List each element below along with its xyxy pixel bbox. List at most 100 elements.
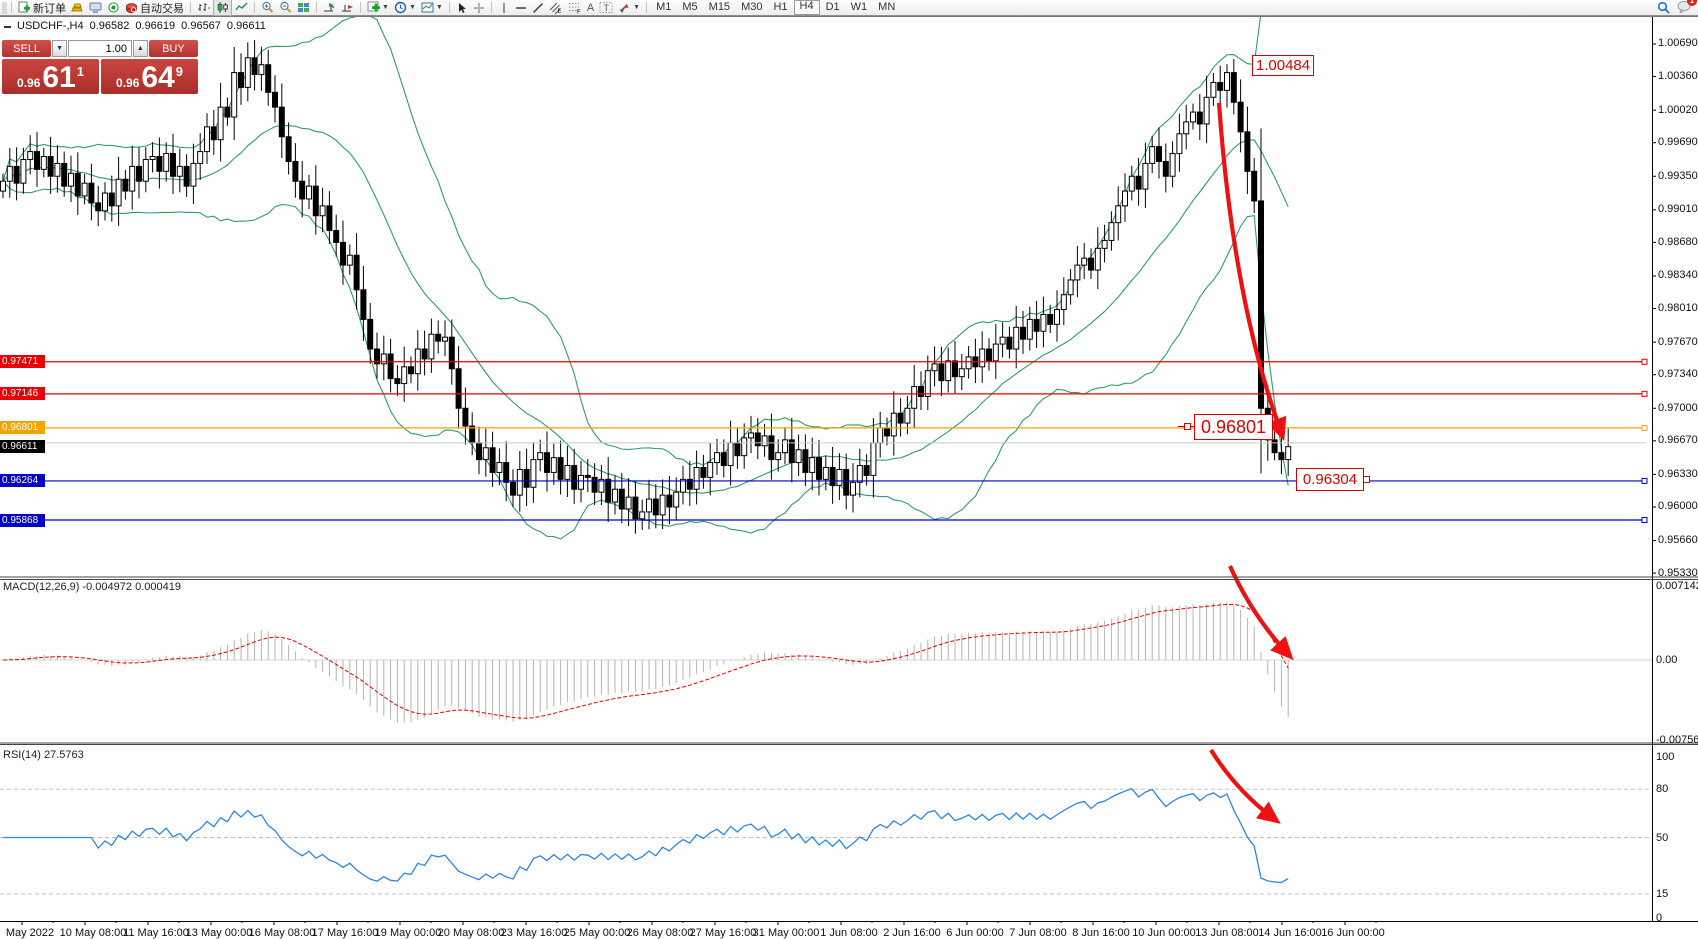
- price-tick-label: 1.00360: [1658, 70, 1698, 83]
- candlestick-icon: [217, 2, 228, 13]
- rsi-axis-label: 0: [1656, 912, 1663, 924]
- price-tag: 0.97146: [0, 387, 45, 401]
- rsi-label: RSI(14) 27.5763: [3, 749, 84, 761]
- price-tag: 0.95868: [0, 513, 45, 527]
- cursor-button[interactable]: [454, 0, 470, 15]
- rsi-axis-label: 15: [1656, 887, 1669, 900]
- high-value: 0.96619: [135, 20, 176, 32]
- text-button[interactable]: A: [585, 0, 596, 15]
- open-value: 0.96582: [89, 20, 130, 32]
- time-label: 23 May 16:00: [500, 927, 568, 939]
- autotrading-button[interactable]: 自动交易: [123, 0, 186, 15]
- sell-price-big: 61: [42, 61, 76, 94]
- candlestick-button[interactable]: [213, 0, 232, 16]
- new-order-button[interactable]: 新订单: [16, 0, 68, 15]
- crosshair-button[interactable]: [471, 0, 487, 15]
- indicators-dropdown-caret[interactable]: ▼: [382, 4, 389, 11]
- time-label: 8 Jun 16:00: [1072, 927, 1130, 939]
- terminal-icon: [89, 2, 102, 13]
- arrows-dropdown-caret[interactable]: ▼: [633, 4, 641, 11]
- text-label-icon: T: [599, 2, 613, 13]
- price-annotation[interactable]: 0.96304: [1296, 468, 1364, 491]
- tab-h4[interactable]: H4: [793, 0, 820, 15]
- price-tag: 0.96611: [0, 440, 45, 454]
- arrows-button[interactable]: ▼: [616, 0, 642, 15]
- tile-windows-icon: [298, 3, 309, 12]
- indicators-button[interactable]: ▼: [365, 0, 391, 15]
- sell-quote[interactable]: 0.96 61 1: [2, 59, 99, 94]
- tab-m1[interactable]: M1: [656, 1, 672, 13]
- text-icon: A: [586, 1, 595, 14]
- tab-d1[interactable]: D1: [825, 1, 840, 13]
- tab-m15[interactable]: M15: [708, 1, 731, 13]
- sell-button[interactable]: SELL: [2, 40, 52, 57]
- rsi-axis-label: 50: [1656, 831, 1669, 844]
- zoom-in-button[interactable]: [259, 0, 276, 15]
- text-label-button[interactable]: T: [597, 0, 615, 15]
- buy-quote[interactable]: 0.96 64 9: [101, 59, 198, 94]
- volume-increase-button[interactable]: ▲: [133, 40, 148, 57]
- chart-ohlc-header: USDCHF-,H4 0.96582 0.96619 0.96567 0.966…: [4, 20, 266, 32]
- price-tag: 0.96264: [0, 474, 45, 488]
- tab-h1[interactable]: H1: [773, 1, 788, 13]
- annotation-anchor[interactable]: [1184, 423, 1191, 430]
- chart-shift-icon: [342, 5, 353, 12]
- time-label: 20 May 08:00: [437, 927, 505, 939]
- one-click-trading-panel: SELL ▼ ▲ BUY 0.96 61 1 0.96 64 9: [2, 40, 198, 94]
- tile-windows-button[interactable]: [295, 0, 312, 15]
- rsi-panel: [0, 787, 1652, 895]
- market-button[interactable]: [69, 0, 86, 15]
- auto-scroll-button[interactable]: [321, 0, 338, 15]
- vertical-line-button[interactable]: [496, 0, 512, 15]
- chart-shift-button[interactable]: [339, 0, 356, 15]
- price-tick-label: 0.96670: [1658, 434, 1698, 447]
- volume-decrease-button[interactable]: ▼: [52, 40, 67, 57]
- price-tick-label: 0.99690: [1658, 136, 1698, 149]
- templates-dropdown-caret[interactable]: ▼: [435, 4, 443, 11]
- autotrading-icon: [126, 3, 137, 14]
- trendline-icon: [532, 2, 543, 13]
- horizontal-line-button[interactable]: [513, 0, 529, 15]
- tab-m5[interactable]: M5: [682, 1, 698, 13]
- signals-button[interactable]: [105, 0, 122, 15]
- toolbar-separator: [11, 2, 12, 13]
- search-icon[interactable]: [1657, 1, 1671, 15]
- periods-dropdown-caret[interactable]: ▼: [408, 4, 416, 11]
- channel-icon: E: [549, 2, 561, 14]
- volume-input[interactable]: [68, 40, 132, 57]
- price-tick-label: 0.95660: [1658, 534, 1698, 547]
- tab-mn[interactable]: MN: [878, 1, 896, 13]
- zoom-out-button[interactable]: [277, 0, 294, 15]
- tab-m30[interactable]: M30: [741, 1, 763, 13]
- tab-w1[interactable]: W1: [850, 1, 868, 13]
- price-annotation[interactable]: 1.00484: [1252, 55, 1314, 76]
- notifications-button[interactable]: 1: [1677, 0, 1697, 16]
- line-chart-button[interactable]: [233, 0, 250, 15]
- price-annotation[interactable]: 0.96801: [1194, 414, 1273, 440]
- templates-button[interactable]: ▼: [419, 0, 445, 15]
- gold-bars-icon: [71, 3, 83, 12]
- terminal-button[interactable]: [87, 0, 104, 15]
- periods-button[interactable]: ▼: [392, 0, 418, 15]
- price-tick-label: 0.97000: [1658, 401, 1698, 414]
- bar-chart-button[interactable]: [195, 0, 212, 15]
- annotation-anchor[interactable]: [1363, 475, 1370, 483]
- symbol-marker-icon: [4, 26, 11, 28]
- horizontal-line-objects[interactable]: [0, 358, 1648, 524]
- buy-button[interactable]: BUY: [148, 40, 198, 57]
- new-order-label: 新订单: [33, 2, 66, 15]
- trendline-button[interactable]: [530, 0, 546, 15]
- fibonacci-button[interactable]: F: [566, 0, 584, 15]
- low-value: 0.96567: [181, 20, 221, 32]
- horizontal-line-icon: [515, 6, 526, 9]
- rsi-axis-label: 80: [1656, 783, 1669, 796]
- toolbar-separator: [316, 2, 317, 13]
- macd-panel: [0, 602, 1652, 723]
- channel-button[interactable]: E: [547, 0, 565, 15]
- toolbar-separator: [360, 2, 361, 13]
- price-tick-label: 0.97670: [1658, 335, 1698, 348]
- drawn-arrows[interactable]: [1209, 102, 1294, 824]
- template-icon: [421, 2, 434, 13]
